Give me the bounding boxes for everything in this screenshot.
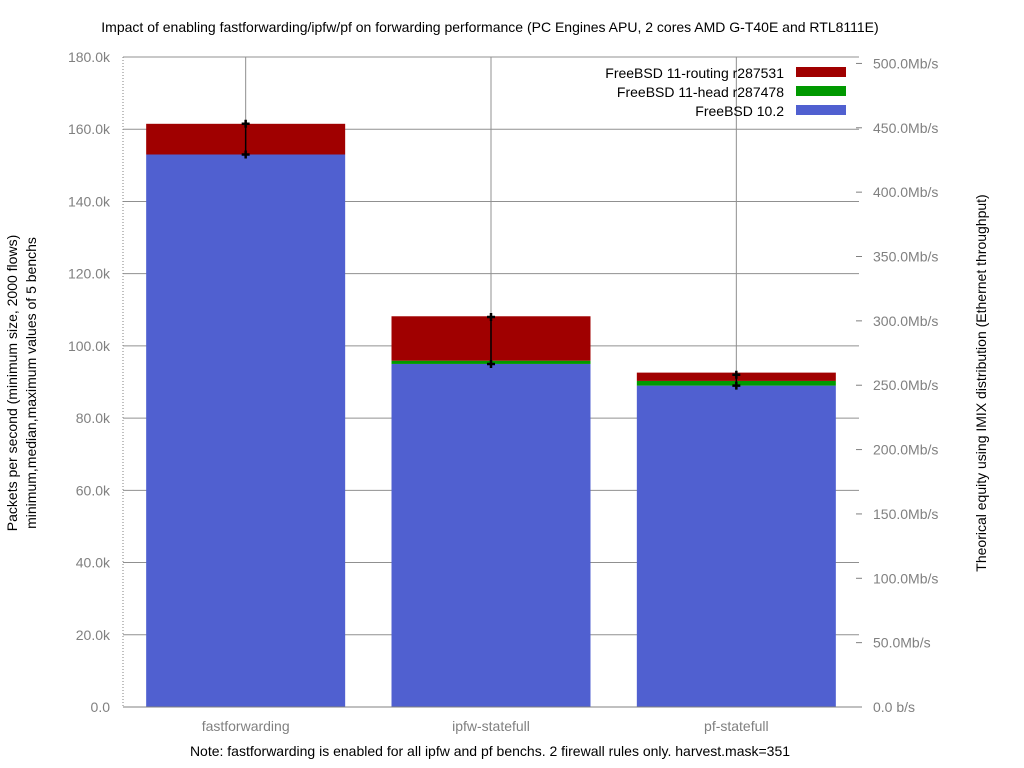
legend-swatch — [796, 67, 846, 77]
y-tick-label: 160.0k — [68, 121, 111, 137]
chart-note: Note: fastforwarding is enabled for all … — [190, 743, 790, 759]
error-marker — [487, 359, 495, 368]
y2-tick-label: 50.0Mb/s — [873, 635, 931, 651]
y2-tick-label: 200.0Mb/s — [873, 442, 938, 458]
y2-tick-label: 450.0Mb/s — [873, 120, 938, 136]
error-marker — [732, 370, 741, 379]
axes: 0.0 20.0k 40.0k 60.0k 80.0k 100.0k 120.0k 140.0… — [68, 49, 938, 734]
legend-label: FreeBSD 11-head r287478 — [617, 84, 784, 100]
chart-title: Impact of enabling fastforwarding/ipfw/p… — [101, 19, 878, 35]
legend-label: FreeBSD 11-routing r287531 — [605, 65, 784, 81]
x-tick-label: pf-statefull — [704, 718, 769, 734]
y2-tick-label: 400.0Mb/s — [873, 184, 938, 200]
error-marker — [487, 313, 495, 321]
x-tick-label: fastforwarding — [202, 718, 290, 734]
y2-axis-title: Theorical equity using IMIX distribution… — [973, 194, 989, 571]
y-tick-label: 140.0k — [68, 193, 111, 209]
y-tick-label: 0.0 — [91, 699, 111, 715]
error-marker — [732, 381, 741, 390]
y2-tick-label: 100.0Mb/s — [873, 570, 938, 586]
y2-tick-label: 300.0Mb/s — [873, 313, 938, 329]
error-marker — [241, 150, 250, 159]
y-tick-label: 100.0k — [68, 338, 111, 354]
bar-segment — [146, 154, 346, 707]
legend: FreeBSD 11-routing r287531 FreeBSD 11-hea… — [605, 65, 846, 119]
error-marker — [241, 119, 250, 128]
y-axis-title-line1: Packets per second (minimum size, 2000 f… — [4, 235, 20, 531]
y-tick-label: 60.0k — [76, 482, 111, 498]
y2-tick-label: 350.0Mb/s — [873, 249, 938, 265]
y-tick-label: 120.0k — [68, 266, 111, 282]
y-axis-title-line2: minimum,median,maximum values of 5 bench… — [23, 237, 39, 529]
y-tick-label: 40.0k — [76, 555, 111, 571]
y-tick-label: 180.0k — [68, 49, 111, 65]
x-tick-label: ipfw-statefull — [452, 718, 530, 734]
y2-tick-label: 250.0Mb/s — [873, 377, 938, 393]
y-tick-label: 20.0k — [76, 627, 111, 643]
legend-swatch — [796, 105, 846, 115]
legend-swatch — [796, 86, 846, 96]
y-tick-label: 80.0k — [76, 410, 111, 426]
bar-segment — [636, 385, 836, 707]
bar-segment — [391, 363, 591, 707]
legend-label: FreeBSD 10.2 — [695, 103, 784, 119]
error-bars — [241, 119, 741, 390]
y2-tick-label: 0.0 b/s — [873, 699, 915, 715]
y2-tick-label: 500.0Mb/s — [873, 55, 938, 71]
y2-tick-label: 150.0Mb/s — [873, 506, 938, 522]
